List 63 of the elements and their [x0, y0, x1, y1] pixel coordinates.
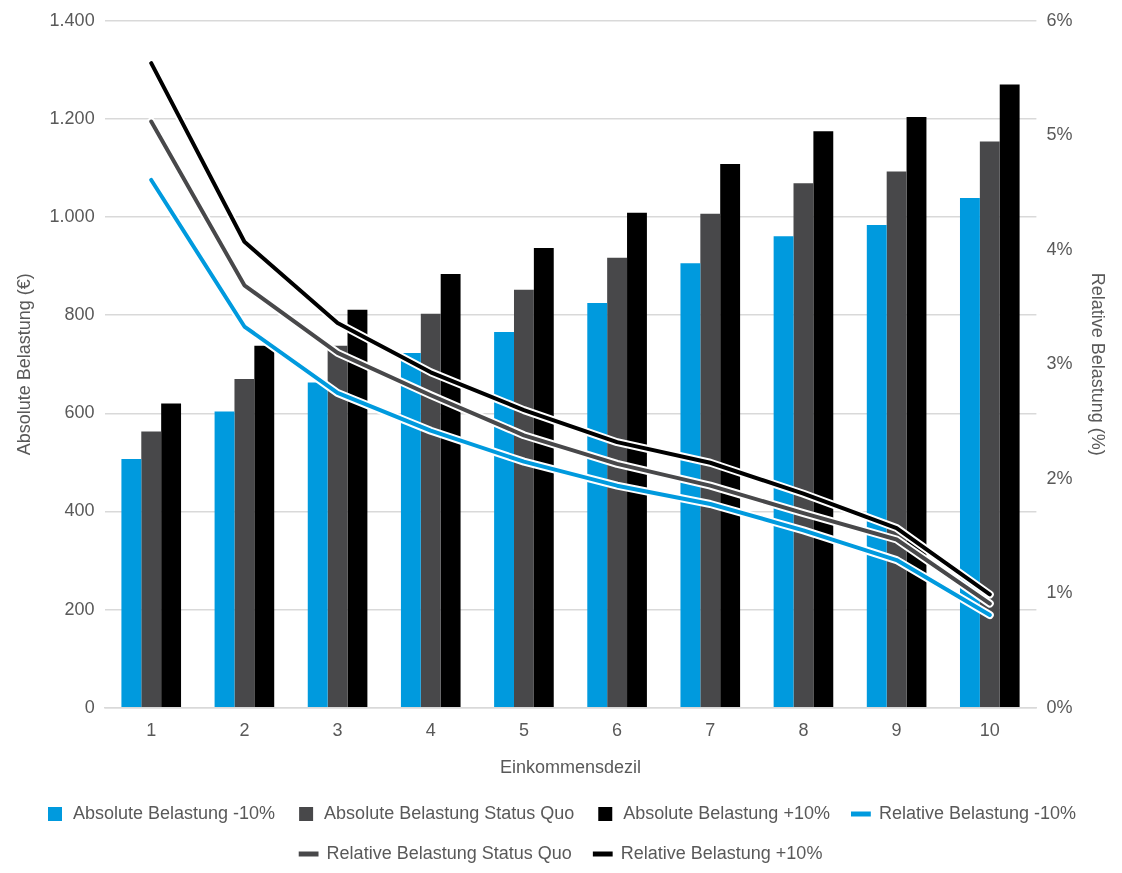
bar — [400, 353, 421, 708]
bar — [720, 164, 741, 708]
legend-label: Absolute Belastung Status Quo — [324, 802, 575, 823]
y-tick-label: 1.400 — [49, 9, 95, 30]
x-tick-label: 10 — [979, 719, 1000, 740]
bar — [906, 116, 927, 708]
bar — [513, 289, 534, 708]
y-tick-label: 800 — [64, 304, 95, 325]
y2-tick-label: 1% — [1046, 582, 1073, 603]
legend-label: Relative Belastung -10% — [878, 802, 1077, 823]
legend-label: Absolute Belastung +10% — [623, 802, 830, 823]
bar — [234, 379, 255, 708]
x-tick-label: 4 — [425, 719, 436, 740]
bar — [627, 212, 647, 708]
bar — [587, 302, 608, 708]
bar — [121, 459, 142, 708]
y-tick-label: 200 — [64, 598, 95, 619]
y-tick-label: 600 — [64, 402, 95, 423]
bar — [161, 403, 182, 708]
x-tick-label: 1 — [146, 719, 157, 740]
x-tick-label: 8 — [798, 719, 809, 740]
bar — [214, 411, 235, 708]
x-tick-label: 7 — [705, 719, 716, 740]
legend-label: Absolute Belastung -10% — [72, 802, 276, 823]
bar — [979, 141, 1000, 708]
legend-label: Relative Belastung Status Quo — [326, 842, 572, 863]
bar — [494, 331, 514, 708]
legend-label: Relative Belastung +10% — [620, 842, 823, 863]
x-tick-label: 9 — [891, 719, 902, 740]
bar — [773, 236, 794, 708]
bar — [307, 382, 328, 708]
y2-axis-title: Relative Belastung (%) — [1088, 272, 1109, 456]
y2-tick-label: 2% — [1046, 467, 1073, 488]
y2-tick-label: 6% — [1046, 9, 1073, 30]
y-tick-label: 0 — [84, 696, 95, 717]
y-tick-label: 400 — [64, 500, 95, 521]
y2-tick-label: 3% — [1046, 353, 1073, 374]
y-tick-label: 1.000 — [49, 206, 95, 227]
bar — [607, 257, 628, 708]
y2-tick-label: 5% — [1046, 124, 1073, 145]
bar — [440, 274, 461, 708]
bar — [141, 431, 162, 708]
bar — [866, 224, 887, 708]
y-axis-title: Absolute Belastung (€) — [13, 273, 34, 456]
bar — [254, 345, 275, 708]
x-tick-label: 5 — [518, 719, 529, 740]
y2-tick-label: 0% — [1046, 696, 1073, 717]
x-tick-label: 3 — [332, 719, 343, 740]
bar — [680, 263, 701, 708]
x-tick-label: 2 — [239, 719, 250, 740]
bar — [886, 171, 907, 708]
bar — [700, 213, 721, 708]
y-tick-label: 1.200 — [49, 107, 95, 128]
bar — [533, 248, 554, 708]
bar — [999, 84, 1020, 708]
bar — [420, 313, 441, 708]
bar — [813, 131, 834, 708]
bar — [327, 345, 348, 708]
x-axis-title: Einkommensdezil — [499, 757, 642, 778]
bar — [959, 197, 980, 708]
y2-tick-label: 4% — [1046, 238, 1073, 259]
x-tick-label: 6 — [612, 719, 623, 740]
bar — [793, 183, 814, 708]
